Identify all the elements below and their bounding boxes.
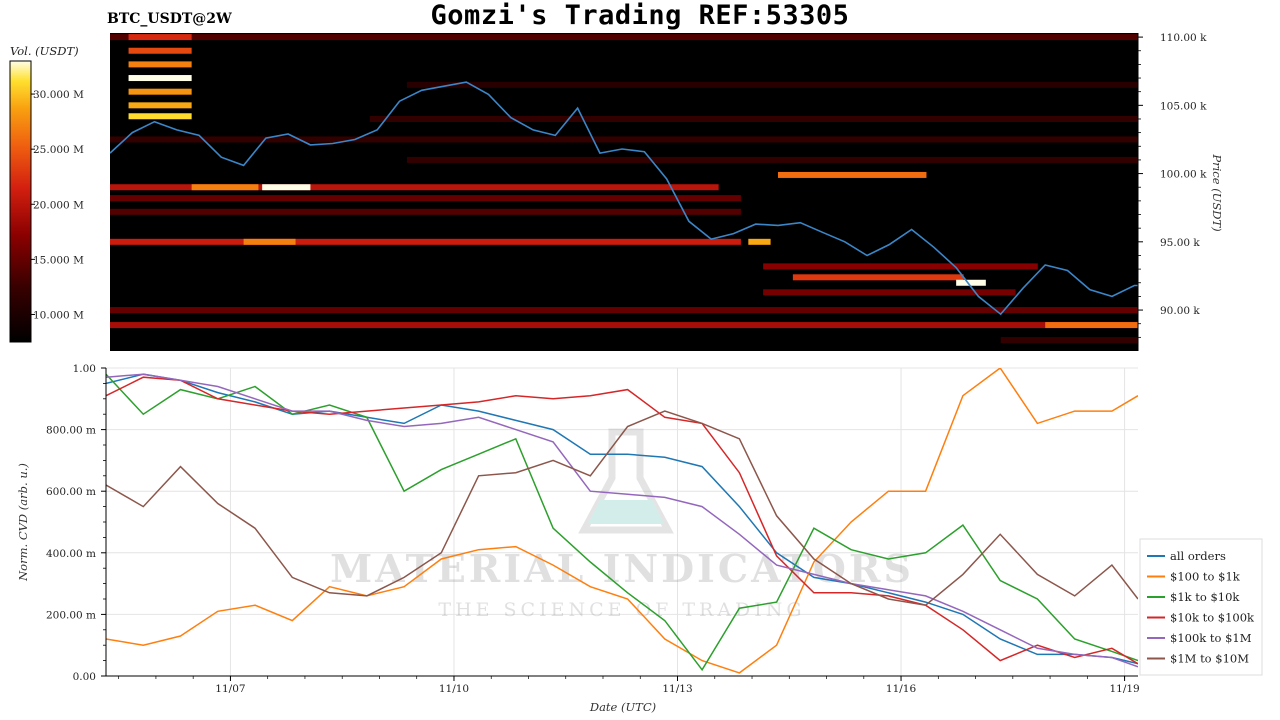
legend-label: $1M to $10M <box>1170 652 1249 666</box>
heatmap-level <box>110 195 741 202</box>
cvd-series <box>106 368 1138 674</box>
heatmap-level <box>110 322 1138 329</box>
watermark-subtitle: THE SCIENCE OF TRADING <box>438 599 805 621</box>
cvd-tick-label: 600.00 m <box>46 486 96 498</box>
heatmap-level <box>406 81 1138 88</box>
price-line <box>110 81 1138 316</box>
chart-title: Gomzi's Trading REF:53305 <box>430 0 850 31</box>
cvd-tick-label: 800.00 m <box>46 425 96 437</box>
heatmap-level <box>110 307 1138 314</box>
cvd-line-5 <box>106 410 1138 606</box>
symbol-label: BTC_USDT@2W <box>107 11 232 27</box>
heatmap-level <box>128 34 192 41</box>
heatmap-level <box>369 115 1138 122</box>
heatmap-level <box>110 34 1138 41</box>
heatmap-level <box>778 171 927 178</box>
cvd-tick-label: 1.00 <box>73 363 96 375</box>
heatmap-level <box>406 156 1138 163</box>
cvd-line-3 <box>106 376 1138 665</box>
heatmap-level <box>191 184 259 191</box>
price-axis: 90.00 k 95.00 k 100.00 k 105.00 k 110.00 k <box>1137 32 1207 351</box>
date-axis: 11/07 11/10 11/13 11/16 11/19 <box>118 676 1140 695</box>
watermark-title: MATERIAL INDICATORS <box>330 546 914 591</box>
heatmap-level <box>748 238 771 245</box>
heatmap-level <box>792 274 964 281</box>
heatmap-level <box>110 136 1138 143</box>
cvd-tick-label: 0.00 <box>73 671 96 683</box>
colorbar <box>9 60 32 343</box>
legend-label: $1k to $10k <box>1170 590 1240 604</box>
colorbar-tick-label: 15.000 M <box>33 254 84 266</box>
heatmap-level <box>110 208 741 215</box>
cvd-line-4 <box>106 373 1138 668</box>
price-tick-label: 105.00 k <box>1160 100 1207 112</box>
heatmap-level <box>128 75 192 82</box>
date-axis-label: Date (UTC) <box>589 700 656 714</box>
heatmap-level <box>128 102 192 109</box>
heatmap-levels <box>110 34 1138 344</box>
heatmap-level <box>110 184 719 191</box>
heatmap-level <box>262 184 311 191</box>
legend-label: $100 to $1k <box>1170 570 1241 584</box>
cvd-line-0 <box>106 373 1138 665</box>
price-line-group <box>110 81 1138 316</box>
date-tick-label: 11/13 <box>662 683 692 695</box>
cvd-tick-label: 400.00 m <box>46 548 96 560</box>
colorbar-tick-label: 30.000 M <box>33 89 84 101</box>
date-tick-label: 11/16 <box>886 683 917 695</box>
heatmap-level <box>128 61 192 68</box>
heatmap-level <box>110 238 741 245</box>
cvd-line-1 <box>106 368 1138 674</box>
flask-icon <box>578 428 674 534</box>
heatmap-level <box>956 279 986 286</box>
heatmap-level <box>128 47 192 54</box>
colorbar-tick-label: 25.000 M <box>33 144 84 156</box>
cvd-line-2 <box>106 373 1138 672</box>
price-tick-label: 100.00 k <box>1160 169 1207 181</box>
colorbar-ticks: 10.000 M 15.000 M 20.000 M 25.000 M 30.000 M <box>31 89 84 321</box>
date-tick-label: 11/19 <box>1109 683 1139 695</box>
price-axis-label: Price (USDT) <box>1210 153 1224 231</box>
cvd-tick-label: 200.00 m <box>46 609 96 621</box>
heatmap-level <box>243 238 296 245</box>
colorbar-tick-label: 10.000 M <box>33 309 84 321</box>
watermark: MATERIAL INDICATORS THE SCIENCE OF TRADI… <box>330 428 914 621</box>
cvd-axis-label: Norm. CVD (arb. u.) <box>16 463 30 582</box>
heatmap-level <box>763 263 1038 270</box>
cvd-plot-area <box>106 368 1138 676</box>
cvd-y-axis: 0.00 200.00 m 400.00 m 600.00 m 800.00 m 1.00 <box>46 363 106 683</box>
heatmap-background <box>110 33 1138 351</box>
heatmap-level <box>1000 337 1138 344</box>
colorbar-label: Vol. (USDT) <box>10 44 79 58</box>
heatmap-level <box>128 88 192 95</box>
price-tick-label: 95.00 k <box>1160 237 1200 249</box>
legend-label: $10k to $100k <box>1170 611 1255 625</box>
flask-liquid-icon <box>588 500 664 524</box>
price-tick-label: 110.00 k <box>1160 32 1207 44</box>
date-tick-label: 11/07 <box>215 683 245 695</box>
colorbar-tick-label: 20.000 M <box>33 199 84 211</box>
heatmap-level <box>128 113 192 120</box>
legend: all orders $100 to $1k $1k to $10k $10k to … <box>1139 538 1263 676</box>
price-tick-label: 90.00 k <box>1160 305 1200 317</box>
legend-label: $100k to $1M <box>1170 631 1252 645</box>
heatmap-level <box>1045 322 1138 329</box>
heatmap-level <box>763 289 1016 296</box>
date-tick-label: 11/10 <box>439 683 469 695</box>
legend-label: all orders <box>1170 549 1226 563</box>
legend-box <box>1139 538 1263 676</box>
